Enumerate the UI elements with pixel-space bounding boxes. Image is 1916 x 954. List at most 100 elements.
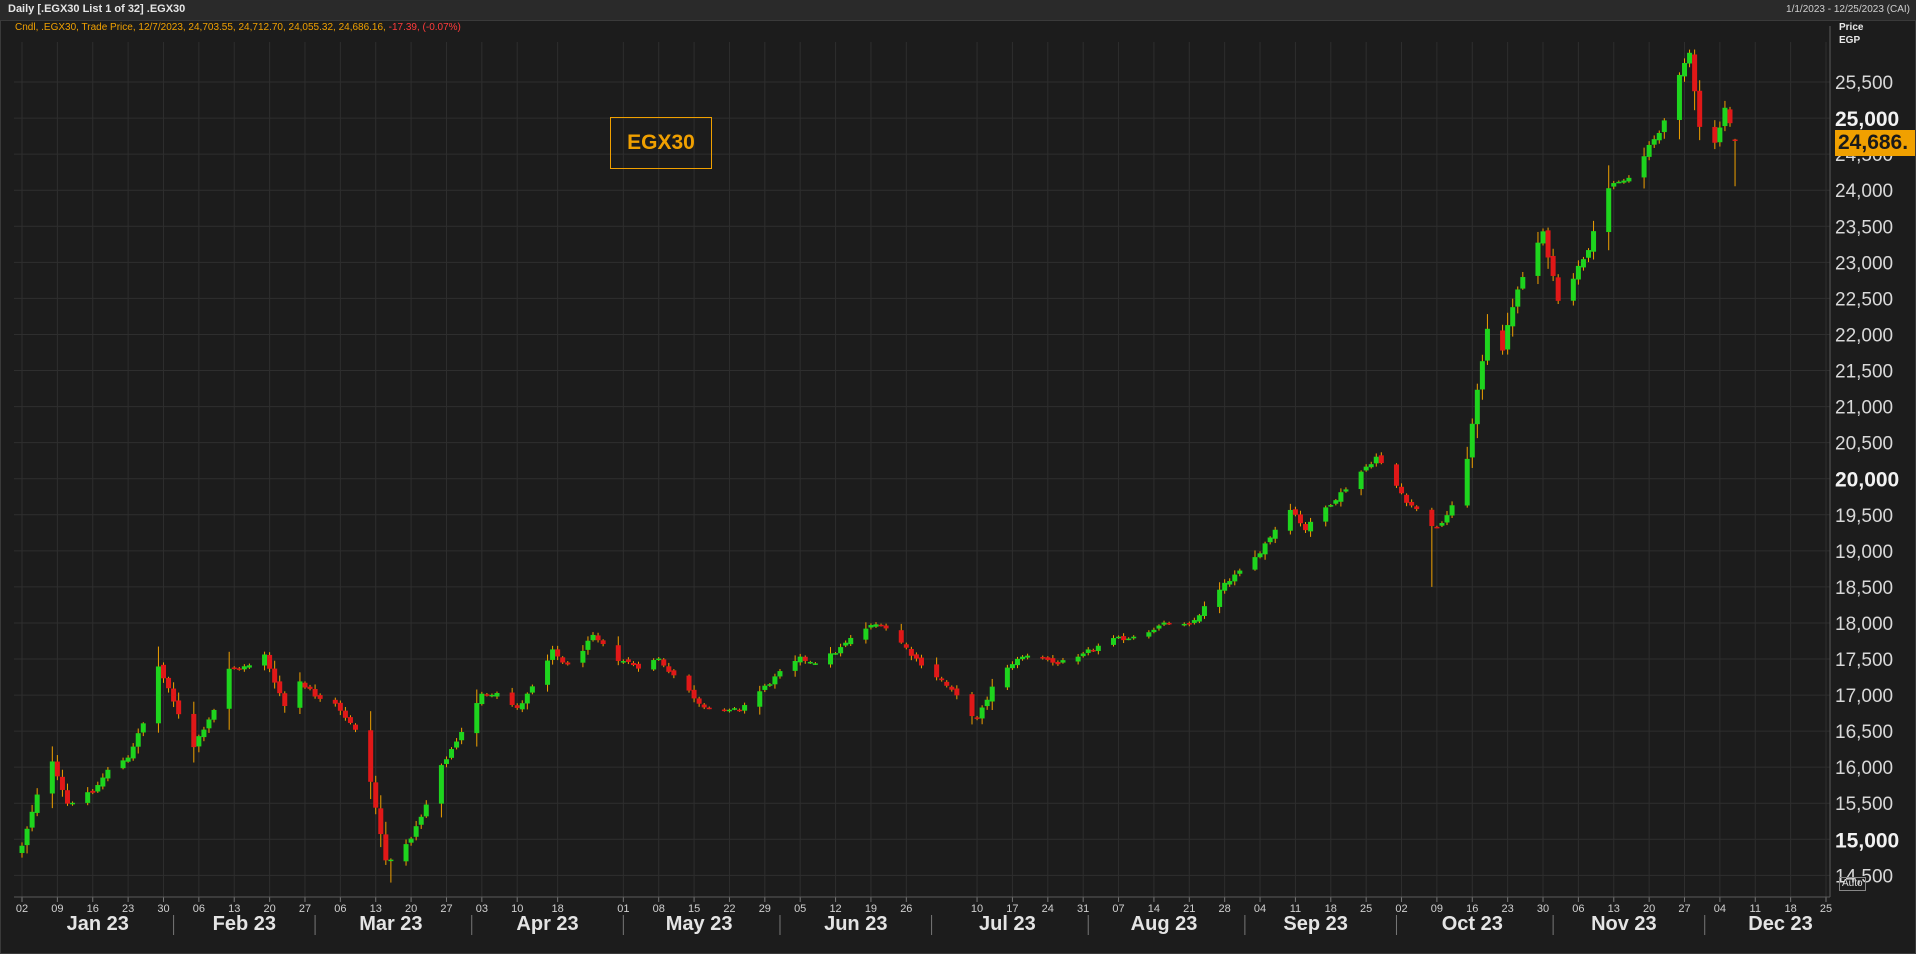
candle-body xyxy=(529,686,535,693)
title-bar: Daily [.EGX30 List 1 of 32] .EGX30 1/1/2… xyxy=(0,0,1916,21)
candle xyxy=(721,708,727,712)
candle xyxy=(383,821,389,865)
candle xyxy=(666,662,672,674)
candle xyxy=(59,769,65,797)
candle-body xyxy=(1479,361,1485,390)
candle xyxy=(1323,505,1329,527)
x-tick-label: 03 xyxy=(476,903,488,915)
candle-body xyxy=(332,699,338,704)
candle-body xyxy=(459,732,465,741)
x-tick-label: 28 xyxy=(1219,903,1231,915)
candle-body xyxy=(297,681,303,708)
candle-body xyxy=(1550,255,1556,276)
candle xyxy=(1717,121,1723,147)
candle-body xyxy=(1267,537,1273,543)
candle xyxy=(1020,655,1026,661)
candle xyxy=(514,703,520,710)
candle xyxy=(1550,248,1556,282)
candle xyxy=(1055,660,1061,666)
candle xyxy=(939,676,945,682)
candle-body xyxy=(49,761,55,794)
candle xyxy=(1338,488,1344,507)
candle xyxy=(1237,568,1243,577)
candle-body xyxy=(590,634,596,641)
candle-body xyxy=(873,624,879,627)
candle-body xyxy=(1535,242,1541,276)
candle xyxy=(908,646,914,661)
candle xyxy=(484,693,490,697)
y-tick-label: 15,000 xyxy=(1835,829,1899,852)
y-tick-label: 20,000 xyxy=(1835,469,1899,492)
x-tick-label: 22 xyxy=(723,903,735,915)
month-label: Dec 23 xyxy=(1748,913,1813,935)
candle xyxy=(1692,49,1698,111)
candle-body xyxy=(1520,277,1526,289)
candle xyxy=(1535,231,1541,285)
candle-body xyxy=(59,776,65,790)
candle xyxy=(1191,617,1197,625)
candle-body xyxy=(762,685,768,690)
candle xyxy=(797,653,803,666)
candle xyxy=(443,756,449,768)
candle-body xyxy=(1580,259,1586,268)
candle-body xyxy=(211,709,217,720)
candle-body xyxy=(1121,636,1127,641)
candle-body xyxy=(949,686,955,690)
x-tick-label: 06 xyxy=(334,903,346,915)
y-tick-label: 18,000 xyxy=(1835,614,1893,635)
candle xyxy=(1434,525,1440,529)
month-label: Jun 23 xyxy=(824,913,887,935)
candle-body xyxy=(1090,650,1096,652)
candle xyxy=(878,623,884,627)
x-tick-label: 18 xyxy=(1325,903,1337,915)
candles xyxy=(19,49,1738,883)
candle-body xyxy=(1687,52,1693,64)
candle-body xyxy=(868,625,874,628)
x-tick-label: 05 xyxy=(794,903,806,915)
candle xyxy=(1131,635,1137,640)
candle-body xyxy=(620,661,626,663)
candle-body xyxy=(600,640,606,644)
candle-body xyxy=(812,663,818,665)
candle xyxy=(155,646,161,733)
chart-annotation[interactable]: EGX30 xyxy=(610,117,712,169)
candle-body xyxy=(1439,523,1445,526)
x-tick-label: 11 xyxy=(1290,903,1301,915)
legend-change: -17.39, (-0.07%) xyxy=(385,22,461,33)
candle-body xyxy=(1292,509,1298,515)
candle-body xyxy=(1727,109,1733,124)
candle-body xyxy=(918,657,924,666)
candle-body xyxy=(1414,506,1420,510)
candle xyxy=(1414,505,1420,512)
candle xyxy=(332,697,338,707)
candle-body xyxy=(1449,505,1455,516)
candle-body xyxy=(1181,623,1187,626)
candle xyxy=(1040,655,1046,660)
candle xyxy=(494,691,500,699)
series-legend[interactable]: Cndl, .EGX30, Trade Price, 12/7/2023, 24… xyxy=(15,22,461,33)
candle xyxy=(171,682,177,708)
candle xyxy=(979,705,985,725)
candle xyxy=(191,701,197,763)
candle xyxy=(1732,138,1738,187)
candle-body xyxy=(1464,458,1470,506)
x-tick-label: 09 xyxy=(1431,903,1443,915)
candle-body xyxy=(160,664,166,679)
candle-body xyxy=(565,662,571,665)
candle-body xyxy=(1040,657,1046,659)
candle-body xyxy=(1004,667,1010,688)
month-label: May 23 xyxy=(666,913,733,935)
date-range[interactable]: 1/1/2023 - 12/25/2023 (CAI) xyxy=(1786,4,1910,15)
candle xyxy=(1368,461,1374,469)
candle-body xyxy=(1591,231,1597,252)
candle xyxy=(1186,621,1192,627)
candle xyxy=(1272,526,1278,544)
candle-body xyxy=(494,693,500,697)
candle xyxy=(100,773,106,790)
x-tick-label: 16 xyxy=(87,903,99,915)
candle xyxy=(130,743,136,761)
candle xyxy=(489,693,495,698)
candle xyxy=(625,657,631,665)
auto-scale-button[interactable]: Auto xyxy=(1839,877,1866,891)
